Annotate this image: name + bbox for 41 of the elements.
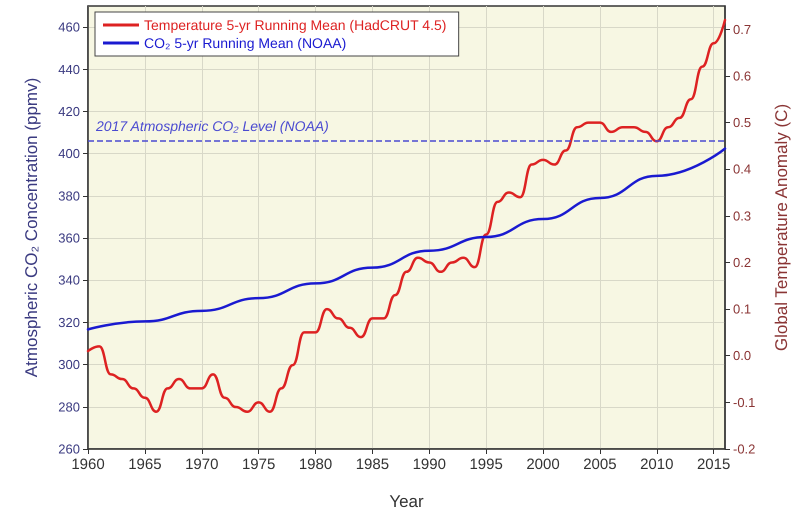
y2-tick-label: 0.4: [733, 162, 752, 177]
y2-tick-label: 0.2: [733, 254, 752, 270]
line-series: [86, 147, 726, 331]
y2-tick-label: 0.3: [733, 208, 752, 224]
x-tick-label: 2015: [696, 456, 730, 473]
x-tick-label: 2005: [583, 456, 617, 473]
y-tick-label: 420: [58, 104, 80, 119]
y2-tick-label: -0.2: [733, 442, 756, 456]
y-tick-label: 400: [58, 146, 80, 162]
y-tick-label: 320: [58, 314, 80, 330]
x-axis-title: Year: [389, 492, 424, 511]
y-tick-label: 360: [58, 230, 80, 246]
y-tick-label: 440: [58, 62, 80, 77]
y-axis-title: Atmospheric CO₂ Concentration (ppmv): [22, 78, 41, 378]
x-tick-label: 1980: [298, 456, 332, 473]
y-tick-label: 260: [58, 442, 80, 456]
y2-tick-label: 0.7: [733, 22, 752, 37]
y2-tick-label: 0.6: [733, 68, 752, 84]
y-tick-label: 380: [58, 188, 80, 204]
x-tick-label: 1965: [128, 456, 162, 473]
legend-label: CO₂ 5-yr Running Mean (NOAA): [144, 35, 346, 51]
y2-tick-label: 0.0: [733, 348, 752, 364]
y-tick-label: 280: [58, 399, 80, 414]
x-tick-label: 2000: [526, 456, 560, 473]
x-tick-label: 1960: [71, 456, 105, 473]
x-tick-label: 1975: [242, 456, 276, 473]
ref-line-label: 2017 Atmospheric CO₂ Level (NOAA): [95, 118, 329, 134]
x-tick-label: 1985: [356, 456, 390, 473]
x-tick-label: 1995: [469, 456, 503, 473]
x-tick-label: 2010: [640, 456, 674, 473]
y2-axis-title: Global Temperature Anomaly (C): [772, 104, 791, 352]
y-tick-label: 340: [58, 272, 80, 288]
line-series: [86, 18, 726, 413]
x-tick-label: 1990: [412, 456, 446, 473]
legend-label: Temperature 5-yr Running Mean (HadCRUT 4.5): [144, 17, 446, 33]
y2-tick-label: 0.1: [733, 302, 752, 317]
x-tick-label: 1970: [185, 456, 218, 473]
y2-tick-label: -0.1: [733, 394, 756, 410]
y-tick-label: 460: [58, 20, 80, 35]
y-tick-label: 300: [58, 357, 80, 372]
y2-tick-label: 0.5: [733, 115, 752, 130]
